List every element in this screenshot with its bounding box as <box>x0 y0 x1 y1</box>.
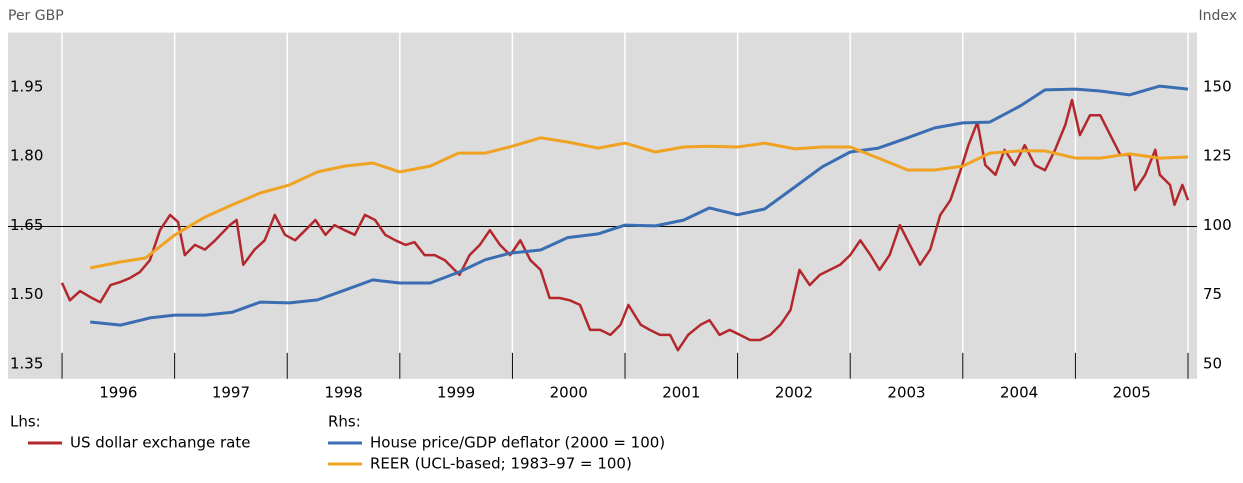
y-tick-label: 1.50 <box>10 285 43 303</box>
y2-tick-label: 100 <box>1203 216 1232 234</box>
y-tick-label: 1.95 <box>10 77 43 95</box>
x-tick-label: 2002 <box>775 383 813 401</box>
y2-axis-label: Index <box>1198 8 1237 24</box>
y2-tick-label: 75 <box>1203 285 1222 303</box>
y-tick-label: 1.65 <box>10 216 43 234</box>
legend-heading: Rhs: <box>328 413 361 431</box>
x-tick-label: 1997 <box>212 383 250 401</box>
legend-label: US dollar exchange rate <box>70 434 250 452</box>
series-line <box>89 136 1189 270</box>
series-line <box>90 84 1189 327</box>
y2-tick-label: 150 <box>1203 77 1232 95</box>
y2-tick-label: 125 <box>1203 147 1232 165</box>
x-tick-label: 2004 <box>1000 383 1038 401</box>
y-axis-label: Per GBP <box>8 8 64 24</box>
x-tick-label: 1996 <box>99 383 137 401</box>
x-tick-label: 2003 <box>887 383 925 401</box>
y-tick-label: 1.35 <box>10 354 43 372</box>
x-tick-label: 2005 <box>1113 383 1151 401</box>
legend-label: REER (UCL-based; 1983–97 = 100) <box>370 455 632 473</box>
x-tick-label: 1998 <box>324 383 362 401</box>
y-tick-label: 1.80 <box>10 147 43 165</box>
plot-background <box>8 32 1197 379</box>
legend-heading: Lhs: <box>10 413 41 431</box>
y2-tick-label: 50 <box>1203 354 1222 372</box>
x-tick-label: 1999 <box>437 383 475 401</box>
legend-label: House price/GDP deflator (2000 = 100) <box>370 434 665 452</box>
x-tick-label: 2000 <box>550 383 588 401</box>
x-tick-label: 2001 <box>662 383 700 401</box>
